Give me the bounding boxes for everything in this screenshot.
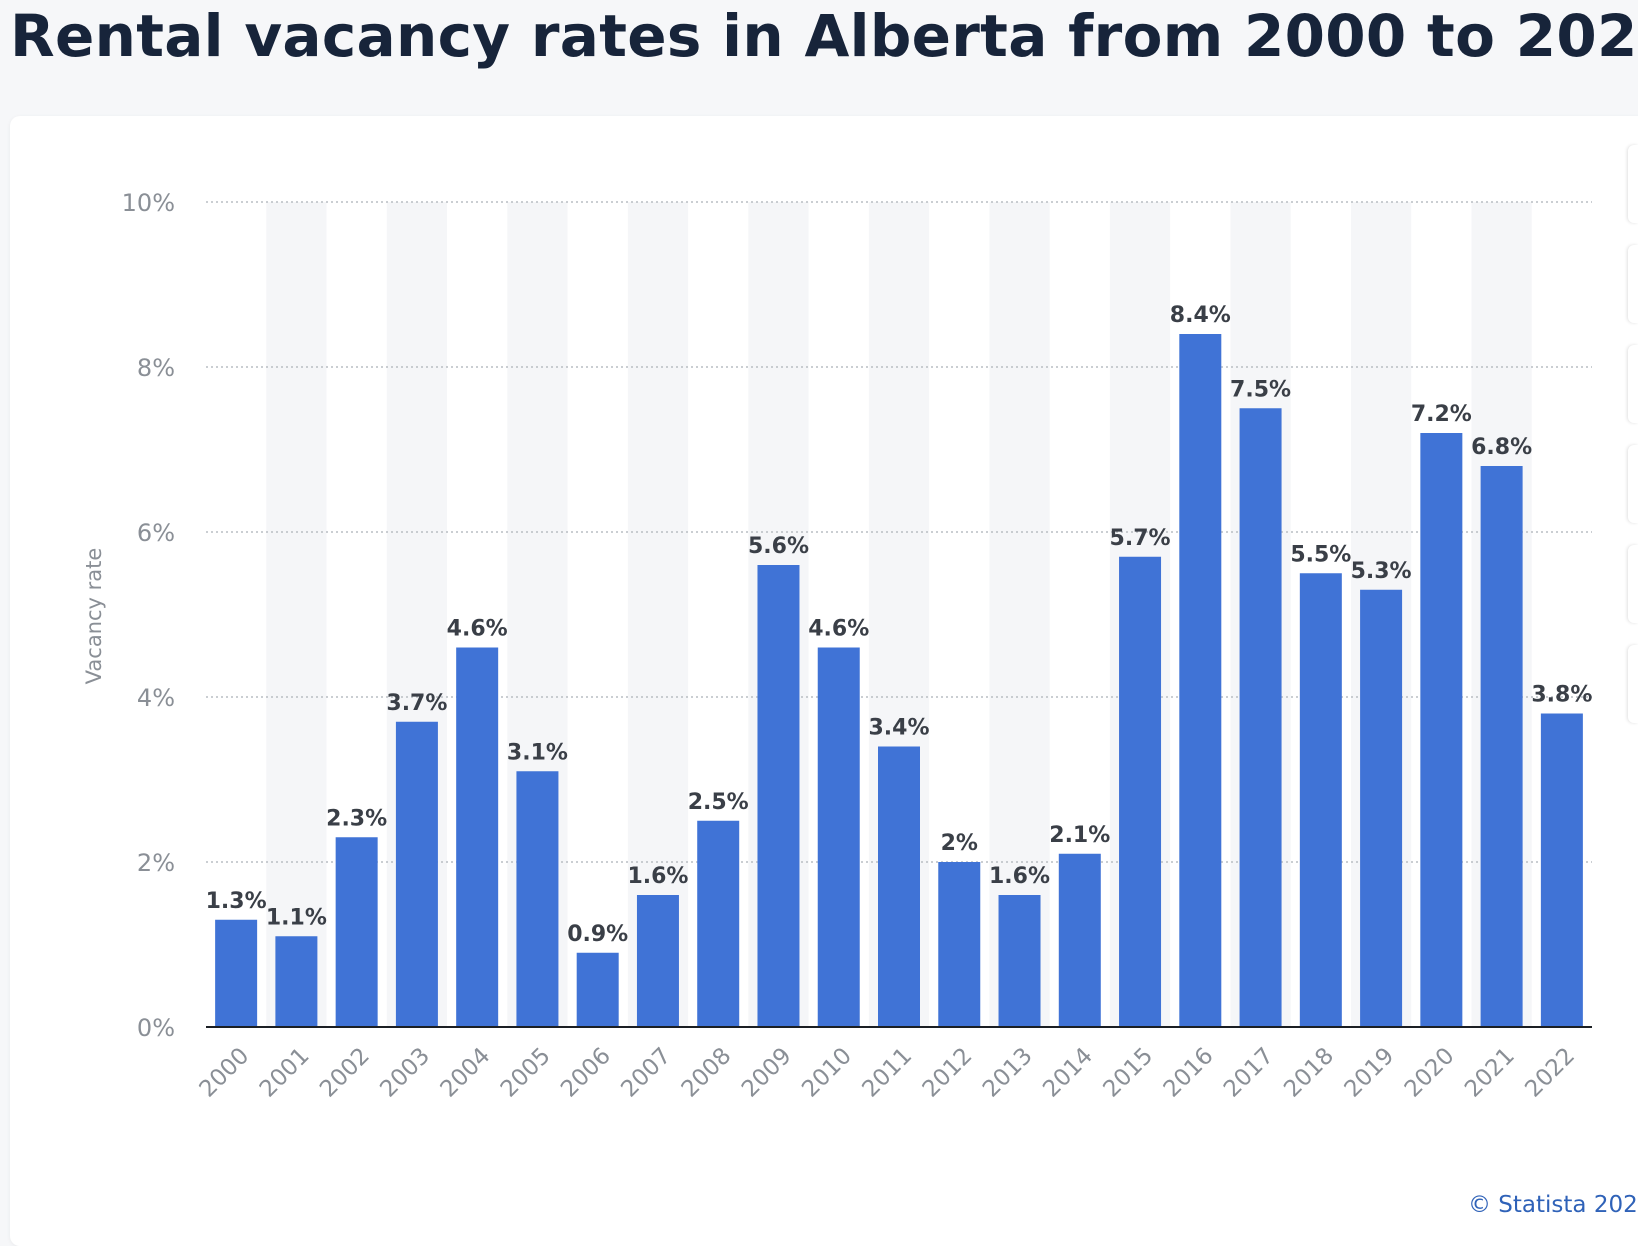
data-label: 2% — [941, 831, 978, 856]
bar-2018[interactable] — [1299, 573, 1342, 1027]
side-tab-3[interactable] — [1628, 345, 1638, 423]
side-tab-4[interactable] — [1628, 445, 1638, 523]
column-band — [627, 202, 689, 1027]
statista-credit[interactable]: © Statista 2022 — [1468, 1192, 1638, 1218]
bar-2001[interactable] — [275, 936, 318, 1027]
x-tick-label: 2013 — [978, 1043, 1038, 1103]
bar-2003[interactable] — [395, 721, 438, 1027]
page-title: Rental vacancy rates in Alberta from 200… — [10, 2, 1638, 70]
data-label: 3.4% — [868, 716, 929, 741]
bar-2006[interactable] — [576, 952, 619, 1027]
y-tick-label: 2% — [137, 849, 175, 877]
x-tick-label: 2001 — [255, 1043, 315, 1103]
bar-2017[interactable] — [1239, 408, 1282, 1027]
x-tick-label: 2000 — [195, 1043, 255, 1103]
side-tab-5[interactable] — [1628, 545, 1638, 623]
data-label: 1.3% — [206, 889, 267, 914]
x-tick-label: 2021 — [1460, 1043, 1520, 1103]
bar-2012[interactable] — [938, 862, 981, 1027]
column-band — [989, 202, 1050, 1027]
data-label: 4.6% — [808, 617, 869, 642]
data-label: 5.7% — [1110, 526, 1171, 551]
x-tick-label: 2003 — [375, 1043, 435, 1103]
bar-2019[interactable] — [1360, 589, 1403, 1027]
x-tick-label: 2016 — [1159, 1043, 1219, 1103]
y-tick-label: 4% — [137, 684, 175, 712]
data-label: 8.4% — [1170, 303, 1231, 328]
bar-2014[interactable] — [1058, 853, 1101, 1027]
bar-2010[interactable] — [817, 647, 860, 1028]
data-label: 5.3% — [1351, 559, 1412, 584]
bar-2000[interactable] — [215, 919, 258, 1027]
data-label: 1.1% — [266, 905, 327, 930]
data-label: 6.8% — [1471, 435, 1532, 460]
bar-2011[interactable] — [878, 746, 920, 1028]
data-label: 7.5% — [1230, 377, 1291, 402]
bar-2022[interactable] — [1540, 713, 1583, 1028]
y-tick-label: 10% — [122, 189, 175, 217]
side-tab-1[interactable] — [1628, 145, 1638, 223]
data-label: 1.6% — [989, 864, 1050, 889]
data-label: 3.1% — [507, 740, 568, 765]
data-label: 7.2% — [1411, 402, 1472, 427]
bar-2008[interactable] — [697, 820, 740, 1027]
side-tab-6[interactable] — [1628, 645, 1638, 723]
x-tick-label: 2011 — [857, 1043, 917, 1103]
x-tick-label: 2012 — [918, 1043, 978, 1103]
y-axis-title: Vacancy rate — [82, 548, 106, 685]
bar-2021[interactable] — [1480, 466, 1523, 1027]
side-tab-2[interactable] — [1628, 245, 1638, 323]
column-band — [266, 202, 327, 1027]
data-label: 3.7% — [386, 691, 447, 716]
data-label: 5.5% — [1290, 542, 1351, 567]
data-label: 5.6% — [748, 534, 809, 559]
data-label: 3.8% — [1531, 683, 1592, 708]
bar-2002[interactable] — [335, 837, 378, 1027]
x-tick-label: 2010 — [797, 1043, 857, 1103]
data-label: 1.6% — [627, 864, 688, 889]
x-tick-label: 2019 — [1340, 1043, 1400, 1103]
bar-2015[interactable] — [1119, 556, 1162, 1027]
bar-2007[interactable] — [636, 895, 679, 1027]
bar-2020[interactable] — [1420, 433, 1463, 1027]
data-label: 0.9% — [567, 922, 628, 947]
x-tick-label: 2017 — [1219, 1043, 1279, 1103]
data-label: 2.5% — [688, 790, 749, 815]
x-tick-label: 2008 — [677, 1043, 737, 1103]
x-tick-label: 2007 — [616, 1043, 676, 1103]
x-tick-label: 2006 — [556, 1043, 616, 1103]
bar-2009[interactable] — [757, 565, 800, 1027]
data-label: 4.6% — [447, 617, 508, 642]
bar-2013[interactable] — [998, 895, 1041, 1027]
x-tick-label: 2022 — [1520, 1043, 1580, 1103]
x-tick-label: 2015 — [1099, 1043, 1159, 1103]
x-tick-label: 2004 — [436, 1043, 496, 1103]
data-label: 2.1% — [1049, 823, 1110, 848]
x-tick-label: 2009 — [737, 1043, 797, 1103]
x-tick-label: 2020 — [1400, 1043, 1460, 1103]
bar-2005[interactable] — [516, 771, 559, 1027]
x-tick-label: 2018 — [1279, 1043, 1339, 1103]
y-tick-label: 8% — [137, 354, 175, 382]
x-tick-label: 2002 — [315, 1043, 375, 1103]
x-tick-label: 2005 — [496, 1043, 556, 1103]
side-toolbar — [1628, 145, 1638, 745]
data-label: 2.3% — [326, 806, 387, 831]
y-tick-label: 6% — [137, 519, 175, 547]
x-tick-label: 2014 — [1038, 1043, 1098, 1103]
bar-2016[interactable] — [1179, 334, 1222, 1027]
y-tick-label: 0% — [137, 1014, 175, 1042]
bar-2004[interactable] — [456, 647, 499, 1028]
